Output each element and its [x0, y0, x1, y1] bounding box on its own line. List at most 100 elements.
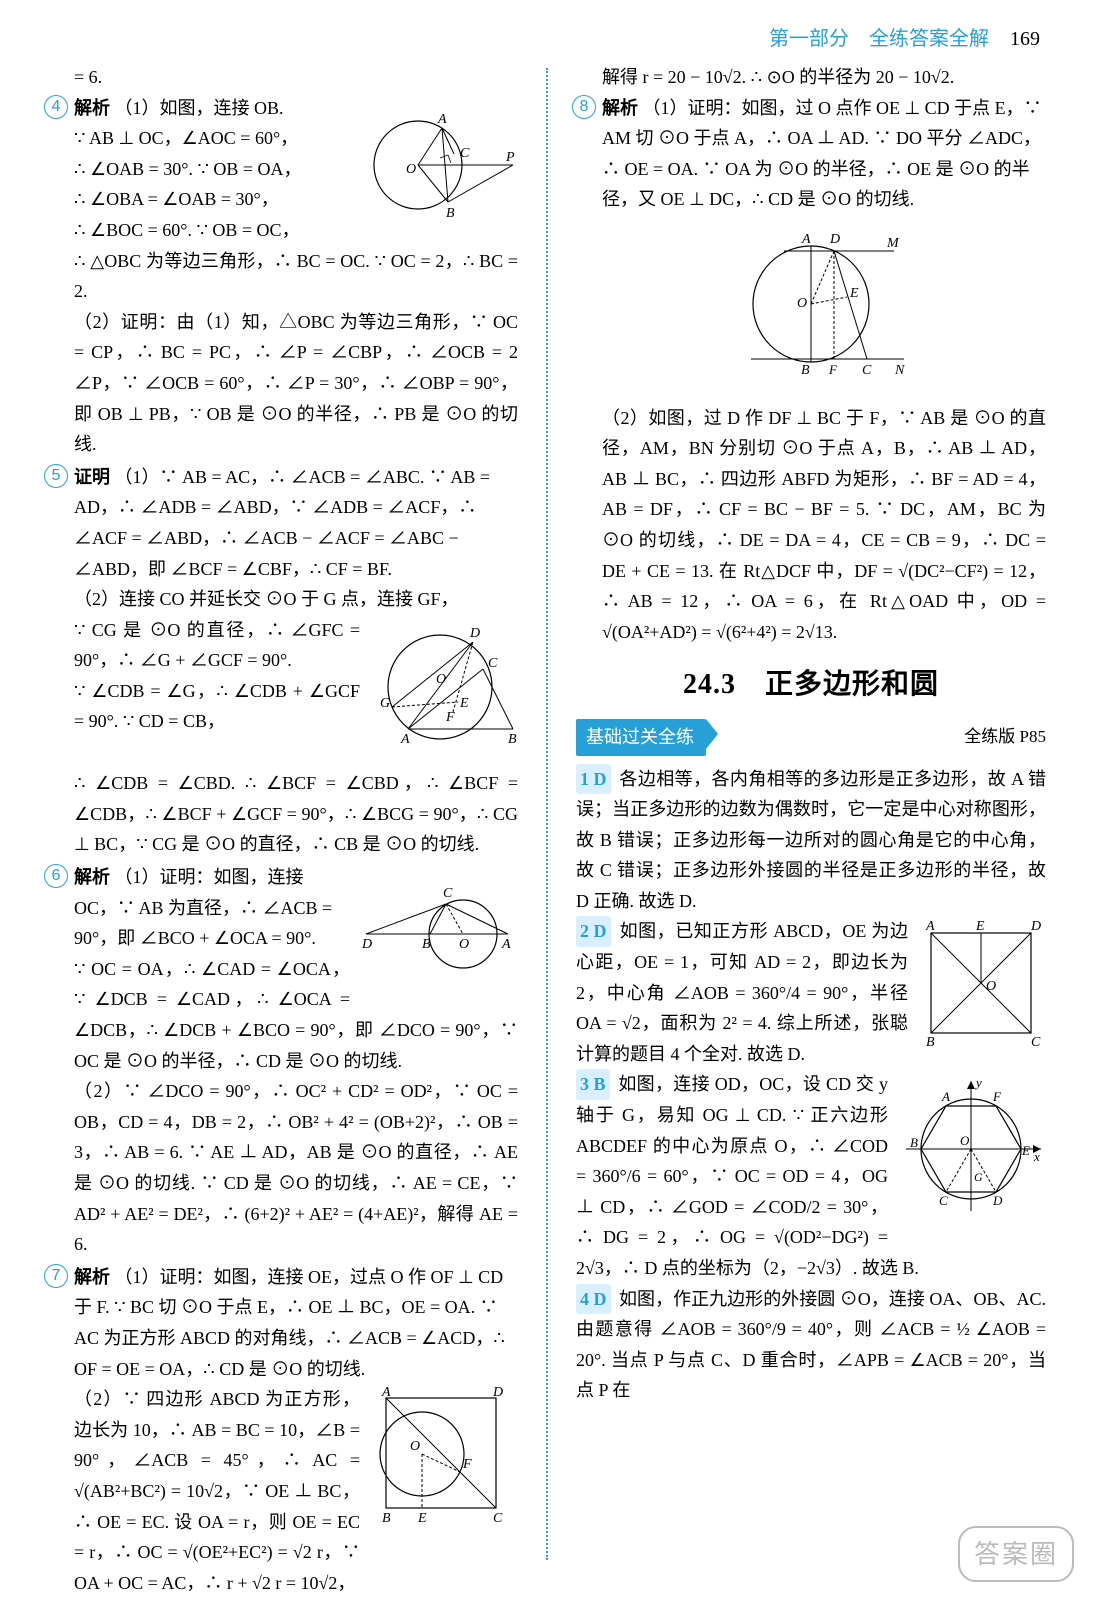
- svg-text:C: C: [460, 146, 470, 161]
- svg-text:E: E: [975, 919, 985, 934]
- svg-text:A: A: [925, 919, 935, 934]
- svg-text:A: A: [501, 937, 511, 952]
- section-title: 24.3 正多边形和圆: [576, 661, 1046, 709]
- svg-text:G: G: [380, 696, 390, 711]
- section-name: 正多边形和圆: [765, 669, 939, 700]
- svg-text:B: B: [508, 732, 517, 747]
- a2-label: 2 D: [576, 916, 611, 947]
- q5-head: 证明: [74, 467, 110, 487]
- header-part: 第一部分 全练答案全解: [769, 28, 989, 50]
- column-divider: [546, 68, 548, 1560]
- svg-text:O: O: [797, 296, 807, 311]
- svg-text:A: A: [381, 1386, 391, 1400]
- q4-l6: ∴ △OBC 为等边三角形，∴ BC = OC. ∵ OC = 2，∴ BC =…: [74, 246, 518, 307]
- svg-text:D: D: [992, 1193, 1003, 1208]
- svg-text:N: N: [894, 363, 905, 378]
- q7-head: 解析: [74, 1267, 110, 1287]
- q8-num: 8: [572, 95, 596, 119]
- svg-text:D: D: [361, 937, 372, 952]
- svg-text:E: E: [459, 696, 469, 711]
- q6-l1: （1）证明：如图，连接 OC，∵ AB 为直径，∴ ∠ACB = 90°，即 ∠…: [74, 867, 332, 948]
- fig-q6: C D B O A: [358, 864, 518, 984]
- fig-q8: A D M E O B F C N: [602, 219, 1046, 399]
- pill-label: 基础过关全练: [576, 719, 706, 756]
- a1: 1 D 各边相等，各内角相等的多边形是正多边形，故 A 错误；当正多边形的边数为…: [576, 764, 1046, 917]
- content-columns: = 6. 4 A B C O P: [48, 62, 1046, 1560]
- svg-text:B: B: [382, 1511, 391, 1526]
- svg-text:F: F: [828, 362, 838, 377]
- fig-q4: A B C O P: [368, 95, 518, 235]
- pill-row: 基础过关全练 全练版 P85: [576, 719, 1046, 756]
- pill-ref: 全练版 P85: [964, 723, 1046, 752]
- svg-text:O: O: [960, 1133, 970, 1148]
- q4-head: 解析: [74, 98, 110, 118]
- svg-text:A: A: [941, 1089, 950, 1104]
- q7: 7 解析 （1）证明：如图，连接 OE，过点 O 作 OF ⊥ CD 于 F. …: [48, 1262, 518, 1599]
- svg-text:C: C: [443, 886, 453, 901]
- a2-text: 如图，已知正方形 ABCD，OE 为边心距，OE = 1，可知 AD = 2，即…: [576, 921, 908, 1063]
- a4-label: 4 D: [576, 1284, 611, 1315]
- svg-text:C: C: [493, 1511, 503, 1526]
- svg-text:P: P: [505, 150, 515, 165]
- q7-cont: 解得 r = 20 − 10√2. ∴ ⊙O 的半径为 20 − 10√2.: [576, 62, 1046, 93]
- svg-text:A: A: [801, 232, 811, 247]
- q4-l7: （2）证明：由（1）知，△OBC 为等边三角形，∵ OC = CP，∴ BC =…: [74, 307, 518, 460]
- q8-head: 解析: [602, 98, 638, 118]
- svg-text:F: F: [992, 1089, 1002, 1104]
- svg-text:B: B: [446, 206, 455, 221]
- svg-text:M: M: [886, 236, 900, 251]
- q6: 6 C D B O A 解析 （1）证明：如图，连接 OC，∵ AB 为直径，∴: [48, 862, 518, 1260]
- svg-text:y: y: [974, 1075, 982, 1090]
- a3-text: 如图，连接 OD，OC，设 CD 交 y 轴于 G，易知 OG ⊥ CD. ∵ …: [576, 1074, 919, 1278]
- svg-text:C: C: [488, 656, 498, 671]
- header-page: 169: [1010, 28, 1040, 50]
- svg-text:B: B: [422, 937, 431, 952]
- q7-num: 7: [44, 1264, 68, 1288]
- svg-text:B: B: [910, 1135, 918, 1150]
- svg-text:D: D: [492, 1386, 503, 1400]
- a4-text: 如图，作正九边形的外接圆 ⊙O，连接 OA、OB、AC. 由题意得 ∠AOB =…: [576, 1289, 1046, 1401]
- q4-num: 4: [44, 95, 68, 119]
- watermark: 答案圈: [958, 1526, 1074, 1582]
- svg-text:O: O: [410, 1439, 420, 1454]
- q5-num: 5: [44, 464, 68, 488]
- fig-a2: A E D B C O: [916, 918, 1046, 1058]
- left-column: = 6. 4 A B C O P: [48, 62, 518, 1560]
- svg-text:C: C: [939, 1193, 948, 1208]
- a3: F A B E C D O G x y 3 B 如图，连接 OD，OC，设 CD…: [576, 1069, 1046, 1283]
- fig-a3: F A B E C D O G x y: [896, 1071, 1046, 1231]
- svg-text:C: C: [862, 363, 872, 378]
- a3-label: 3 B: [576, 1069, 610, 1100]
- q5-l2: （2）连接 CO 并延长交 ⊙O 于 G 点，连接 GF，: [74, 584, 518, 615]
- svg-text:O: O: [459, 937, 469, 952]
- q6-head: 解析: [74, 867, 110, 887]
- svg-text:G: G: [974, 1170, 983, 1184]
- svg-text:D: D: [829, 232, 840, 247]
- svg-text:D: D: [1030, 919, 1041, 934]
- q6-l3: （2）∵ ∠DCO = 90°，∴ OC² + CD² = OD²，∵ OC =…: [74, 1076, 518, 1260]
- a1-text: 各边相等，各内角相等的多边形是正多边形，故 A 错误；当正多边形的边数为偶数时，…: [576, 769, 1046, 911]
- svg-text:D: D: [469, 626, 480, 641]
- fig-q7: A D B C E F O: [368, 1386, 518, 1536]
- q6-num: 6: [44, 864, 68, 888]
- q8-l2: （2）如图，过 D 作 DF ⊥ BC 于 F，∵ AB 是 ⊙O 的直径，AM…: [602, 403, 1046, 648]
- svg-text:O: O: [406, 162, 416, 177]
- section-num: 24.3: [683, 669, 736, 700]
- svg-text:F: F: [462, 1457, 472, 1472]
- a1-label: 1 D: [576, 764, 611, 795]
- a4: 4 D 如图，作正九边形的外接圆 ⊙O，连接 OA、OB、AC. 由题意得 ∠A…: [576, 1284, 1046, 1406]
- svg-text:E: E: [849, 286, 859, 301]
- svg-text:O: O: [436, 672, 446, 687]
- svg-text:C: C: [1031, 1035, 1041, 1048]
- page-header: 第一部分 全练答案全解 169: [769, 22, 1040, 56]
- svg-text:A: A: [400, 732, 410, 747]
- svg-text:F: F: [445, 710, 455, 725]
- q8: 8 解析 （1）证明：如图，过 O 点作 OE ⊥ CD 于点 E，∵ AM 切…: [576, 93, 1046, 648]
- q5-l1: （1）∵ AB = AC，∴ ∠ACB = ∠ABC. ∵ AB = AD，∴ …: [74, 467, 490, 579]
- q8-l1: （1）证明：如图，过 O 点作 OE ⊥ CD 于点 E，∵ AM 切 ⊙O 于…: [602, 98, 1042, 210]
- q5-l5: ∴ ∠CDB = ∠CBD. ∴ ∠BCF = ∠CBD，∴ ∠BCF = ∠C…: [74, 768, 518, 860]
- fig-q5: D C A B G O E F: [368, 617, 518, 767]
- svg-text:E: E: [417, 1511, 427, 1526]
- q7-l1: （1）证明：如图，连接 OE，过点 O 作 OF ⊥ CD 于 F. ∵ BC …: [74, 1267, 505, 1379]
- svg-text:A: A: [437, 112, 447, 127]
